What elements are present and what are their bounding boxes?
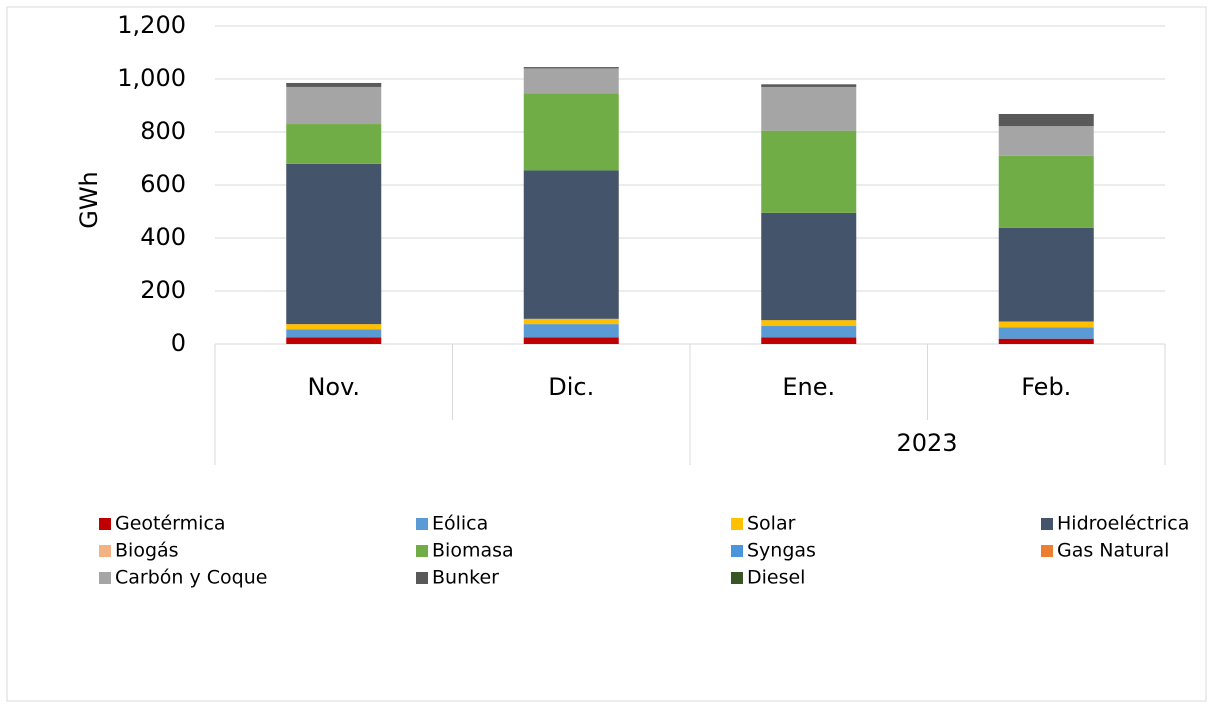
- legend-swatch: [99, 518, 111, 530]
- bar-segment: [523, 68, 619, 94]
- bar-segment: [761, 320, 857, 326]
- bar-segment: [286, 329, 382, 338]
- legend-label: Biomasa: [432, 540, 514, 562]
- bar-segment: [523, 324, 619, 338]
- legend-swatch: [416, 545, 428, 557]
- bar-segment: [761, 212, 857, 321]
- x-tick-label: Dic.: [548, 373, 594, 401]
- legend-swatch: [99, 545, 111, 557]
- y-tick-label: 600: [140, 170, 186, 198]
- y-tick-label: 800: [140, 117, 186, 145]
- legend-label: Biogás: [115, 540, 179, 562]
- bar-segment: [523, 67, 619, 69]
- bar-segment: [998, 321, 1094, 328]
- legend-label: Eólica: [432, 513, 488, 535]
- legend-swatch: [731, 545, 743, 557]
- legend-swatch: [1041, 545, 1053, 557]
- y-tick-label: 1,200: [117, 11, 186, 39]
- bar-segment: [761, 130, 857, 213]
- bar-segment: [523, 170, 619, 319]
- bar-segment: [523, 93, 619, 171]
- bar-segment: [761, 325, 857, 338]
- legend-swatch: [731, 518, 743, 530]
- x-tick-label: Ene.: [782, 373, 835, 401]
- y-axis-title: GWh: [75, 171, 103, 229]
- legend-label: Diesel: [747, 567, 805, 589]
- y-tick-label: 0: [171, 329, 186, 357]
- legend-label: Gas Natural: [1057, 540, 1169, 562]
- bar-segment: [523, 337, 619, 344]
- legend-label: Hidroeléctrica: [1057, 513, 1189, 535]
- legend-label: Solar: [747, 513, 796, 535]
- legend-swatch: [99, 572, 111, 584]
- y-tick-label: 400: [140, 223, 186, 251]
- legend-label: Geotérmica: [115, 513, 226, 535]
- y-tick-label: 1,000: [117, 64, 186, 92]
- bar-segment: [286, 337, 382, 344]
- bar-segment: [998, 338, 1094, 344]
- legend-swatch: [416, 518, 428, 530]
- bar-segment: [761, 337, 857, 344]
- bar-segment: [523, 318, 619, 325]
- bar-segment: [286, 82, 382, 87]
- bar-segment: [998, 126, 1094, 156]
- bar-segment: [761, 84, 857, 87]
- bar-segment: [761, 86, 857, 131]
- x-tick-label: Nov.: [307, 373, 360, 401]
- x-tick-label: Feb.: [1021, 373, 1071, 401]
- legend-swatch: [416, 572, 428, 584]
- bar-segment: [998, 155, 1094, 228]
- legend-label: Syngas: [747, 540, 816, 562]
- legend-label: Carbón y Coque: [115, 567, 267, 589]
- bar-segment: [286, 163, 382, 325]
- legend-label: Bunker: [432, 567, 499, 589]
- legend-swatch: [1041, 518, 1053, 530]
- y-tick-label: 200: [140, 276, 186, 304]
- bar-segment: [998, 227, 1094, 322]
- bar-segment: [286, 86, 382, 125]
- bar-segment: [998, 327, 1094, 339]
- bar-segment: [998, 113, 1094, 127]
- bar-segment: [286, 124, 382, 164]
- legend-swatch: [731, 572, 743, 584]
- x-group-label: 2023: [896, 429, 957, 457]
- bar-segment: [286, 324, 382, 330]
